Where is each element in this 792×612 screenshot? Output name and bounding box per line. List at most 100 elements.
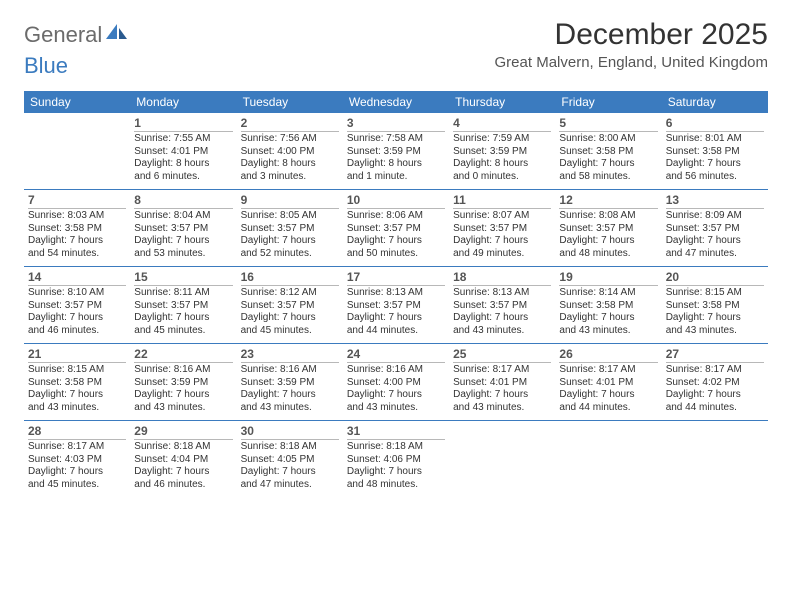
day-detail: Sunrise: 7:58 AMSunset: 3:59 PMDaylight:… [347,133,445,183]
sunrise: Sunrise: 8:16 AM [347,364,445,377]
sunrise: Sunrise: 8:11 AM [134,287,232,300]
day-cell: 20Sunrise: 8:15 AMSunset: 3:58 PMDayligh… [662,267,768,343]
daylight-line1: Daylight: 7 hours [28,235,126,248]
sunrise: Sunrise: 8:17 AM [666,364,764,377]
daylight-line2: and 1 minute. [347,171,445,184]
daylight-line2: and 43 minutes. [453,402,551,415]
sunset: Sunset: 3:57 PM [241,223,339,236]
daylight-line2: and 56 minutes. [666,171,764,184]
daylight-line2: and 43 minutes. [241,402,339,415]
daylight-line1: Daylight: 7 hours [453,312,551,325]
sunrise: Sunrise: 8:05 AM [241,210,339,223]
sunset: Sunset: 4:01 PM [559,377,657,390]
day-detail: Sunrise: 8:18 AMSunset: 4:06 PMDaylight:… [347,441,445,491]
sunrise: Sunrise: 8:01 AM [666,133,764,146]
daylight-line2: and 48 minutes. [559,248,657,261]
daylight-line2: and 45 minutes. [28,479,126,492]
daylight-line2: and 58 minutes. [559,171,657,184]
daylight-line2: and 0 minutes. [453,171,551,184]
day-cell [555,421,661,497]
sunset: Sunset: 4:01 PM [134,146,232,159]
sunset: Sunset: 3:57 PM [347,223,445,236]
day-number: 25 [453,347,551,363]
sunrise: Sunrise: 8:08 AM [559,210,657,223]
weekday-sat: Saturday [662,91,768,113]
sunset: Sunset: 3:57 PM [453,223,551,236]
brand-logo: General [24,18,128,48]
day-cell: 30Sunrise: 8:18 AMSunset: 4:05 PMDayligh… [237,421,343,497]
day-detail: Sunrise: 7:56 AMSunset: 4:00 PMDaylight:… [241,133,339,183]
day-cell [24,113,130,189]
day-number: 24 [347,347,445,363]
sunset: Sunset: 4:03 PM [28,454,126,467]
day-number: 29 [134,424,232,440]
day-detail: Sunrise: 7:59 AMSunset: 3:59 PMDaylight:… [453,133,551,183]
day-detail: Sunrise: 8:08 AMSunset: 3:57 PMDaylight:… [559,210,657,260]
sunset: Sunset: 3:57 PM [134,223,232,236]
day-cell: 4Sunrise: 7:59 AMSunset: 3:59 PMDaylight… [449,113,555,189]
week-row: 7Sunrise: 8:03 AMSunset: 3:58 PMDaylight… [24,190,768,267]
sunrise: Sunrise: 8:18 AM [347,441,445,454]
sunrise: Sunrise: 8:18 AM [134,441,232,454]
sunset: Sunset: 3:59 PM [453,146,551,159]
day-detail: Sunrise: 8:18 AMSunset: 4:04 PMDaylight:… [134,441,232,491]
day-detail: Sunrise: 8:16 AMSunset: 4:00 PMDaylight:… [347,364,445,414]
weeks-container: 1Sunrise: 7:55 AMSunset: 4:01 PMDaylight… [24,113,768,497]
daylight-line1: Daylight: 7 hours [134,312,232,325]
daylight-line2: and 43 minutes. [347,402,445,415]
sunrise: Sunrise: 8:10 AM [28,287,126,300]
day-detail: Sunrise: 8:16 AMSunset: 3:59 PMDaylight:… [241,364,339,414]
day-detail: Sunrise: 8:15 AMSunset: 3:58 PMDaylight:… [666,287,764,337]
sunrise: Sunrise: 8:16 AM [241,364,339,377]
day-number: 8 [134,193,232,209]
day-detail: Sunrise: 8:06 AMSunset: 3:57 PMDaylight:… [347,210,445,260]
sunrise: Sunrise: 7:55 AM [134,133,232,146]
day-number: 27 [666,347,764,363]
day-detail: Sunrise: 8:14 AMSunset: 3:58 PMDaylight:… [559,287,657,337]
sunrise: Sunrise: 8:04 AM [134,210,232,223]
daylight-line1: Daylight: 7 hours [666,235,764,248]
sunset: Sunset: 3:59 PM [241,377,339,390]
daylight-line2: and 46 minutes. [28,325,126,338]
day-cell: 13Sunrise: 8:09 AMSunset: 3:57 PMDayligh… [662,190,768,266]
weekday-wed: Wednesday [343,91,449,113]
day-number: 19 [559,270,657,286]
sunset: Sunset: 3:57 PM [559,223,657,236]
sunrise: Sunrise: 8:06 AM [347,210,445,223]
sunset: Sunset: 4:06 PM [347,454,445,467]
daylight-line1: Daylight: 7 hours [134,389,232,402]
day-cell: 26Sunrise: 8:17 AMSunset: 4:01 PMDayligh… [555,344,661,420]
daylight-line1: Daylight: 7 hours [241,235,339,248]
day-detail: Sunrise: 8:11 AMSunset: 3:57 PMDaylight:… [134,287,232,337]
day-detail: Sunrise: 8:09 AMSunset: 3:57 PMDaylight:… [666,210,764,260]
week-row: 21Sunrise: 8:15 AMSunset: 3:58 PMDayligh… [24,344,768,421]
day-detail: Sunrise: 8:00 AMSunset: 3:58 PMDaylight:… [559,133,657,183]
day-detail: Sunrise: 8:17 AMSunset: 4:03 PMDaylight:… [28,441,126,491]
day-number: 5 [559,116,657,132]
day-number: 2 [241,116,339,132]
sunset: Sunset: 3:58 PM [28,377,126,390]
sunset: Sunset: 3:58 PM [28,223,126,236]
sunrise: Sunrise: 8:17 AM [453,364,551,377]
week-row: 14Sunrise: 8:10 AMSunset: 3:57 PMDayligh… [24,267,768,344]
day-number: 9 [241,193,339,209]
sunrise: Sunrise: 8:16 AM [134,364,232,377]
weekday-tue: Tuesday [237,91,343,113]
day-number: 23 [241,347,339,363]
day-number: 31 [347,424,445,440]
daylight-line2: and 50 minutes. [347,248,445,261]
day-detail: Sunrise: 8:13 AMSunset: 3:57 PMDaylight:… [347,287,445,337]
day-number: 17 [347,270,445,286]
daylight-line2: and 53 minutes. [134,248,232,261]
sunset: Sunset: 3:59 PM [134,377,232,390]
day-cell: 6Sunrise: 8:01 AMSunset: 3:58 PMDaylight… [662,113,768,189]
day-number: 1 [134,116,232,132]
daylight-line2: and 43 minutes. [666,325,764,338]
sunset: Sunset: 3:58 PM [666,146,764,159]
day-number: 11 [453,193,551,209]
sunset: Sunset: 4:00 PM [347,377,445,390]
day-detail: Sunrise: 8:04 AMSunset: 3:57 PMDaylight:… [134,210,232,260]
day-cell: 1Sunrise: 7:55 AMSunset: 4:01 PMDaylight… [130,113,236,189]
daylight-line1: Daylight: 7 hours [559,312,657,325]
brand-sail-icon [106,24,128,47]
